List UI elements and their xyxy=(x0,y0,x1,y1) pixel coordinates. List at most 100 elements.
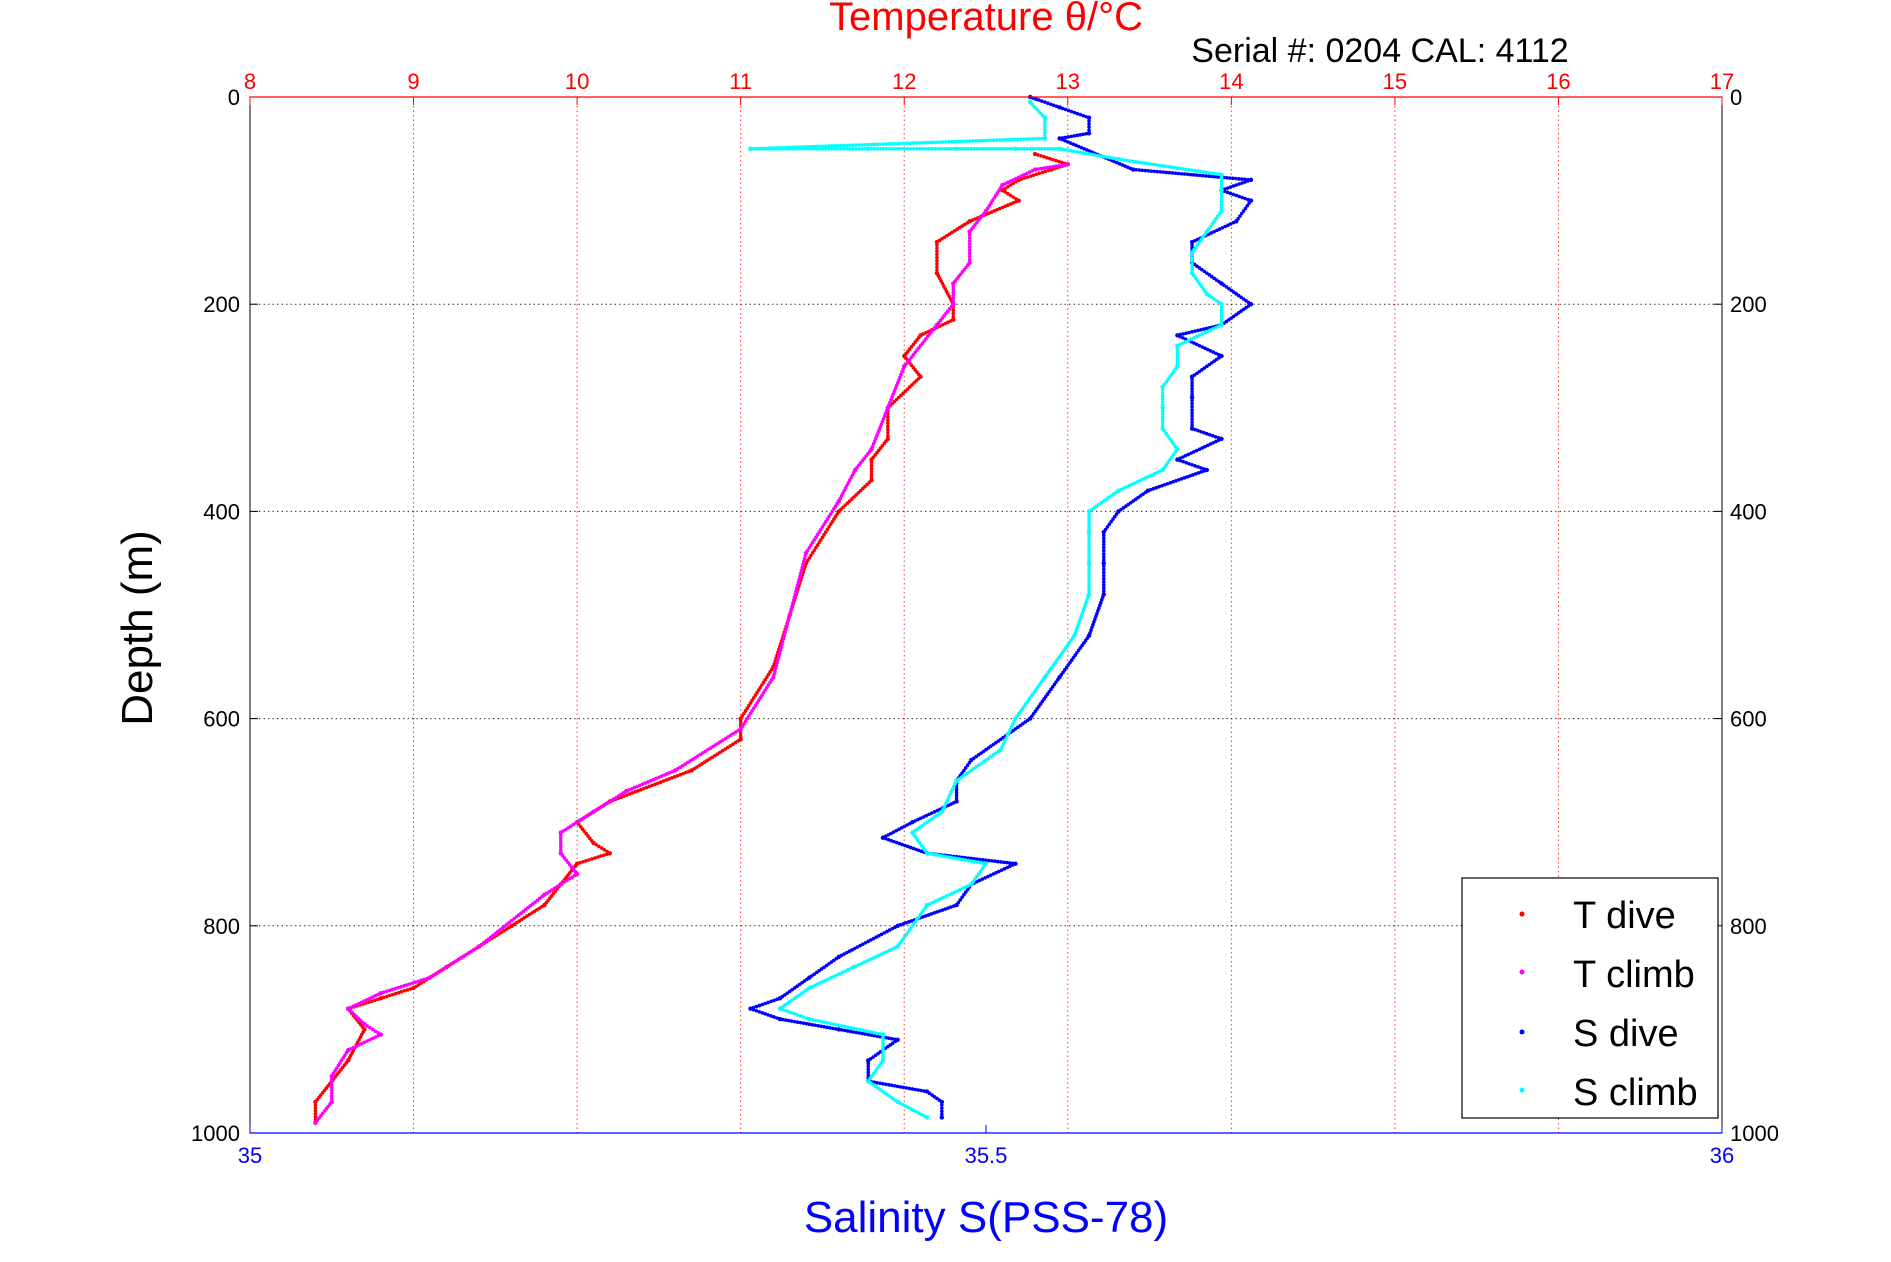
data-point xyxy=(1241,209,1246,213)
data-point xyxy=(830,147,834,151)
data-point xyxy=(359,1041,364,1046)
data-point xyxy=(832,144,837,148)
data-point xyxy=(745,706,750,711)
data-point xyxy=(951,284,956,289)
data-point xyxy=(909,147,913,151)
data-point xyxy=(1190,417,1194,421)
data-point xyxy=(1189,337,1193,341)
data-point xyxy=(647,784,652,789)
data-point xyxy=(351,1045,356,1050)
data-point xyxy=(786,1009,791,1014)
data-point xyxy=(872,439,877,443)
data-point xyxy=(909,919,914,923)
data-point xyxy=(859,143,864,147)
data-point xyxy=(949,790,954,794)
data-point xyxy=(986,138,990,143)
data-point xyxy=(835,143,840,148)
data-point xyxy=(472,947,476,952)
data-point xyxy=(1031,147,1035,151)
data-point xyxy=(833,147,837,151)
data-point xyxy=(1054,158,1058,163)
data-point xyxy=(1212,174,1217,179)
data-point xyxy=(875,433,879,438)
data-point xyxy=(789,1011,794,1015)
data-point xyxy=(1060,147,1065,152)
data-point xyxy=(873,955,878,959)
data-point xyxy=(1144,475,1148,480)
data-point xyxy=(710,755,715,760)
data-point xyxy=(758,685,763,690)
data-point xyxy=(1155,169,1160,174)
data-point xyxy=(1046,168,1051,173)
data-point xyxy=(1181,332,1186,336)
data-point xyxy=(813,983,817,988)
data-point xyxy=(817,530,821,534)
data-point xyxy=(718,750,722,755)
data-point xyxy=(1152,169,1157,174)
data-point xyxy=(919,1088,924,1093)
data-point xyxy=(935,243,939,247)
data-point xyxy=(840,970,845,975)
data-point xyxy=(775,997,779,1002)
data-point xyxy=(742,721,746,726)
data-point xyxy=(1168,437,1172,441)
data-point xyxy=(1199,327,1203,332)
data-point xyxy=(1022,172,1026,177)
x-top-tick-label: 8 xyxy=(244,69,256,94)
data-point xyxy=(931,140,936,145)
data-point xyxy=(1216,324,1221,329)
data-point xyxy=(825,1025,829,1030)
data-point xyxy=(787,616,791,620)
data-point xyxy=(313,1109,318,1113)
data-point xyxy=(984,147,988,151)
data-point xyxy=(723,747,727,751)
data-point xyxy=(1101,573,1106,578)
data-point xyxy=(772,998,776,1003)
data-point xyxy=(1214,351,1218,356)
data-point xyxy=(935,252,939,257)
data-point xyxy=(803,147,807,151)
data-point xyxy=(881,1044,885,1048)
data-point xyxy=(765,685,769,690)
data-point xyxy=(769,1014,773,1018)
data-point xyxy=(834,1022,838,1027)
data-point xyxy=(932,911,936,915)
data-point xyxy=(1078,133,1083,137)
data-point xyxy=(818,980,823,985)
data-point xyxy=(886,433,890,438)
data-point xyxy=(900,842,905,847)
data-point xyxy=(939,147,944,151)
data-point xyxy=(738,734,743,739)
data-point xyxy=(777,996,783,1001)
data-point xyxy=(886,421,890,426)
data-point xyxy=(881,147,886,151)
data-point xyxy=(892,389,897,394)
data-point xyxy=(1197,333,1202,338)
data-point xyxy=(893,946,897,950)
data-point xyxy=(929,912,934,916)
data-point xyxy=(329,1088,334,1093)
data-point xyxy=(602,848,607,852)
data-point xyxy=(1160,414,1165,419)
data-point xyxy=(1189,374,1195,379)
data-point xyxy=(815,532,820,537)
data-point xyxy=(960,771,964,775)
data-point xyxy=(877,142,882,147)
data-point xyxy=(810,1017,815,1022)
data-point xyxy=(845,147,849,151)
data-point xyxy=(1028,137,1032,141)
data-point xyxy=(1075,133,1080,138)
data-point xyxy=(1193,276,1198,281)
data-point xyxy=(958,887,963,892)
data-point xyxy=(1214,439,1218,444)
data-point xyxy=(1137,160,1141,165)
data-point xyxy=(1190,398,1194,403)
data-point xyxy=(558,848,563,853)
data-point xyxy=(986,874,990,879)
data-point xyxy=(1192,336,1196,340)
data-point xyxy=(411,985,416,991)
data-point xyxy=(1219,308,1224,312)
data-point xyxy=(1219,203,1224,207)
data-point xyxy=(1040,99,1044,103)
data-point xyxy=(827,525,831,529)
